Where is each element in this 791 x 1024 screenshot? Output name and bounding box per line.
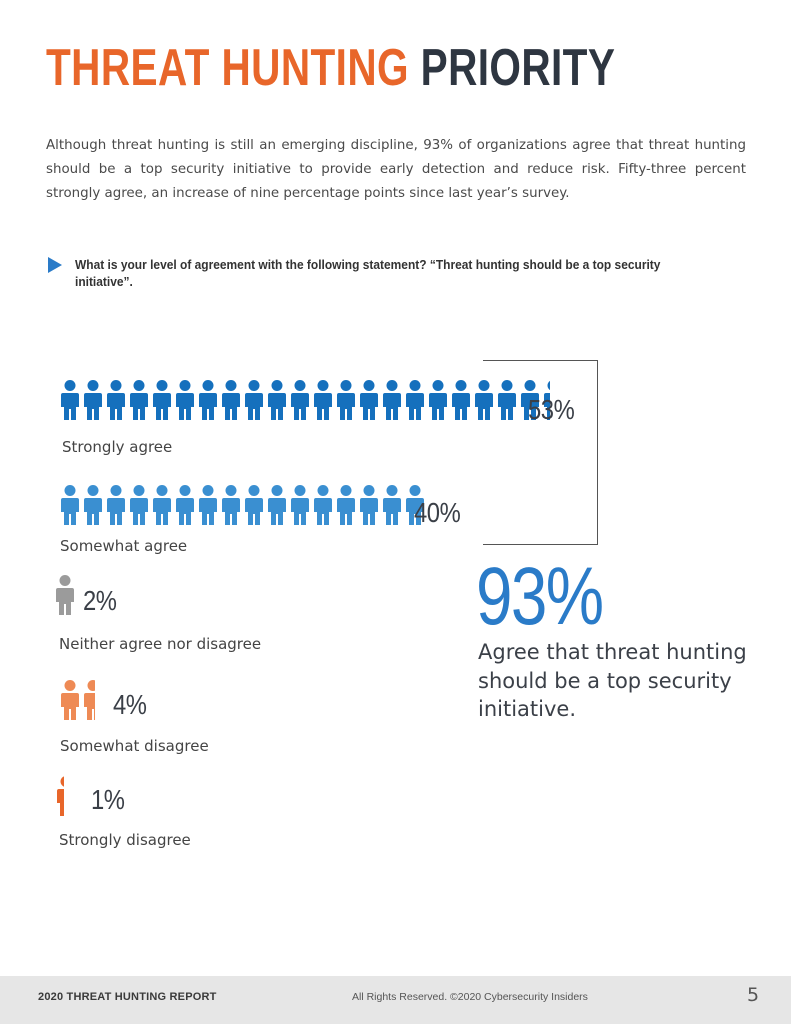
person-icon — [521, 380, 539, 420]
person-icon — [61, 485, 79, 525]
pct-strongly-agree: 53% — [528, 394, 575, 425]
summary-percentage: 93% — [476, 551, 604, 642]
label-somewhat-disagree: Somewhat disagree — [60, 737, 209, 755]
intro-paragraph: Although threat hunting is still an emer… — [46, 138, 746, 201]
person-icon — [337, 485, 355, 525]
person-icon — [544, 380, 550, 420]
footer-report-title: 2020 THREAT HUNTING REPORT — [38, 991, 217, 1003]
person-icon — [84, 380, 102, 420]
person-icon — [61, 380, 79, 420]
person-icon — [130, 380, 148, 420]
person-icon — [475, 380, 493, 420]
person-icon — [199, 485, 217, 525]
footer-copyright: All Rights Reserved. ©2020 Cybersecurity… — [352, 991, 588, 1003]
person-icon — [268, 485, 286, 525]
person-icon — [291, 485, 309, 525]
person-icon — [176, 380, 194, 420]
pictograph-row-strongly-disagree — [57, 776, 64, 816]
person-icon — [498, 380, 516, 420]
person-icon — [268, 380, 286, 420]
pictograph-row-strongly-agree — [61, 380, 550, 420]
label-somewhat-agree: Somewhat agree — [60, 537, 188, 555]
pct-somewhat-disagree: 4% — [113, 689, 147, 720]
page-footer: 2020 THREAT HUNTING REPORT All Rights Re… — [0, 976, 791, 1024]
person-icon — [337, 380, 355, 420]
person-icon — [176, 485, 194, 525]
person-icon — [245, 485, 263, 525]
person-icon — [314, 380, 332, 420]
page-title: THREAT HUNTING PRIORITY — [46, 38, 615, 98]
person-icon — [383, 485, 401, 525]
person-icon — [406, 485, 424, 525]
person-icon — [222, 380, 240, 420]
person-icon — [61, 680, 79, 720]
pictograph-row-somewhat-agree — [61, 485, 429, 525]
pictograph-row-somewhat-disagree — [61, 680, 95, 720]
person-icon — [130, 485, 148, 525]
person-icon — [153, 485, 171, 525]
agreement-bracket — [483, 360, 598, 545]
person-icon — [107, 380, 125, 420]
pictograph-row-neither — [56, 575, 79, 615]
title-rest: PRIORITY — [420, 39, 616, 97]
person-icon — [222, 485, 240, 525]
page-number: 5 — [747, 984, 760, 1006]
label-strongly-disagree: Strongly disagree — [59, 831, 191, 849]
person-icon — [56, 575, 74, 615]
person-icon — [383, 380, 401, 420]
question-text: What is your level of agreement with the… — [75, 257, 661, 289]
person-icon — [107, 485, 125, 525]
person-icon — [314, 485, 332, 525]
summary-text: Agree that threat hunting should be a to… — [478, 640, 747, 721]
person-icon — [199, 380, 217, 420]
person-icon — [245, 380, 263, 420]
person-icon — [84, 485, 102, 525]
person-icon — [153, 380, 171, 420]
pct-somewhat-agree: 40% — [414, 497, 461, 528]
triangle-marker-icon — [48, 257, 62, 273]
person-icon — [360, 380, 378, 420]
person-icon — [429, 380, 447, 420]
person-icon — [406, 380, 424, 420]
label-neither: Neither agree nor disagree — [59, 635, 262, 653]
person-icon — [452, 380, 470, 420]
pct-neither: 2% — [83, 585, 117, 616]
title-highlight: THREAT HUNTING — [46, 39, 409, 97]
person-icon — [360, 485, 378, 525]
person-icon — [291, 380, 309, 420]
label-strongly-agree: Strongly agree — [62, 438, 173, 456]
person-icon — [84, 680, 95, 720]
pct-strongly-disagree: 1% — [91, 784, 125, 815]
person-icon — [57, 776, 64, 816]
